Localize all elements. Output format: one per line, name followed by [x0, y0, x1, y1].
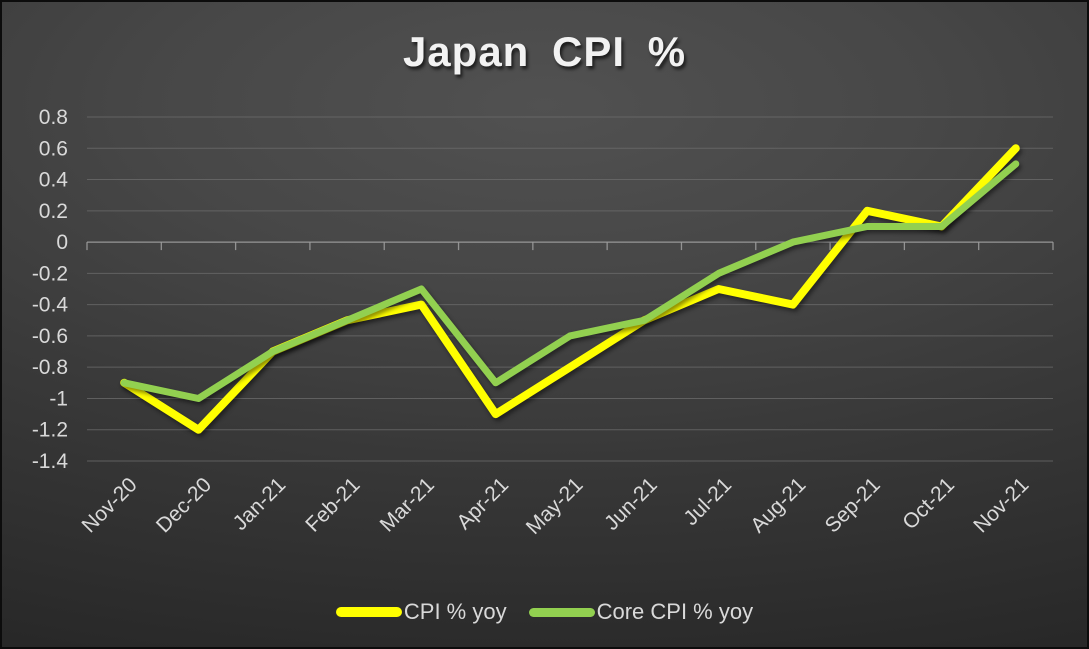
zero-axis [86, 241, 1054, 251]
x-axis-labels: Nov-20 Dec-20 Jan-21 Feb-21 Mar-21 Apr-21 May-… [78, 473, 1034, 539]
x-tick-label: Feb-21 [301, 473, 364, 536]
x-tick-label: Jul-21 [679, 473, 736, 530]
y-tick-label: -0.4 [32, 294, 69, 317]
x-tick-label: Dec-20 [152, 473, 216, 537]
x-tick-label: Sep-21 [821, 473, 885, 537]
x-tick-label: Nov-21 [969, 473, 1033, 537]
gridlines-group [87, 116, 1053, 462]
y-tick-label: 0 [56, 231, 68, 254]
core-cpi-line-swatch [528, 607, 595, 617]
y-tick-label: 0.2 [39, 200, 68, 223]
y-tick-label: -1 [49, 387, 68, 410]
y-tick-label: -1.2 [32, 419, 68, 442]
y-tick-label: -0.2 [32, 262, 68, 285]
x-tick-label: May-21 [522, 473, 588, 539]
chart-title: Japan CPI % [402, 28, 687, 75]
y-axis-labels: 0.8 0.6 0.4 0.2 0 -0.2 -0.4 -0.6 -0.8 -1 -1.2 -1.4 [32, 106, 69, 473]
x-tick-label: Mar-21 [376, 473, 439, 536]
legend-item-core-cpi: Core CPI % yoy [528, 599, 754, 625]
cpi-line-swatch [335, 607, 402, 617]
core-cpi-line [120, 160, 1020, 402]
y-tick-label: 0.8 [39, 106, 68, 129]
y-tick-label: 0.4 [39, 169, 69, 192]
x-tick-label: Apr-21 [452, 473, 513, 534]
legend: CPI % yoy Core CPI % yoy [2, 599, 1087, 625]
y-tick-label: -1.4 [32, 450, 69, 473]
cpi-line [120, 144, 1020, 434]
legend-label-core-cpi: Core CPI % yoy [596, 599, 754, 624]
x-tick-label: Aug-21 [746, 473, 810, 537]
y-tick-label: 0.6 [39, 137, 68, 160]
x-tick-label: Jun-21 [600, 473, 662, 535]
y-tick-label: -0.8 [32, 356, 68, 379]
x-tick-label: Jan-21 [229, 473, 291, 535]
legend-label-cpi: CPI % yoy [403, 599, 507, 624]
legend-item-cpi: CPI % yoy [335, 599, 507, 625]
x-tick-label: Nov-20 [78, 473, 142, 537]
x-tick-label: Oct-21 [898, 473, 959, 534]
y-tick-label: -0.6 [32, 325, 68, 348]
